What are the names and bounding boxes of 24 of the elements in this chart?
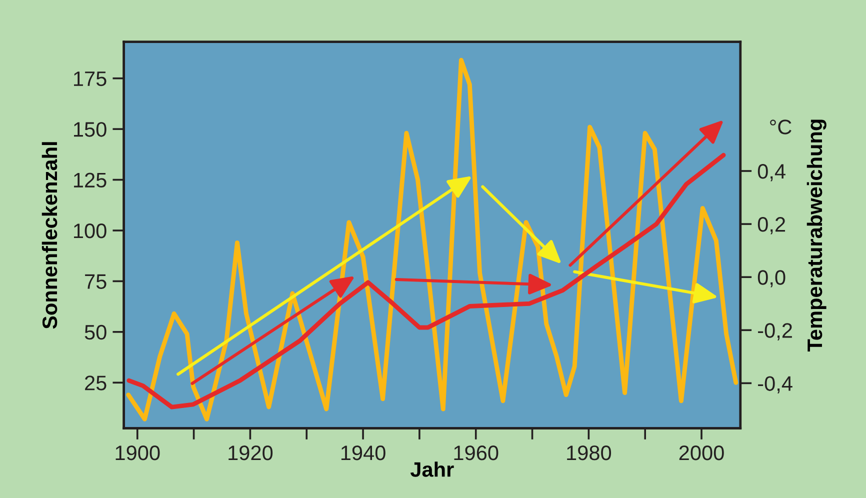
x-tick-label: 1960 — [454, 445, 498, 460]
y2-tick-label: 0,0 — [758, 270, 786, 288]
y2-tick-label: 0,2 — [758, 217, 786, 234]
x-tick-label: 1980 — [567, 445, 612, 460]
text: °C — [770, 120, 792, 134]
x-tick-label: 1900 — [116, 445, 160, 460]
x-tick-label: 2000 — [679, 445, 724, 460]
y2-axis-title: Temperaturabweichung — [806, 120, 826, 352]
y2-tick-label: -0,4 — [758, 376, 792, 394]
y-tick-label: 50 — [84, 324, 106, 340]
y-tick-label: 100 — [74, 223, 106, 238]
x-tick-label: 1920 — [228, 445, 273, 460]
x-axis-title: Jahr — [410, 462, 454, 477]
line-series — [126, 58, 738, 422]
y-axis-title: Sonnenfleckenzahl — [42, 142, 58, 329]
y2-tick-label: 0,4 — [758, 164, 786, 182]
y-tick-label: 75 — [85, 274, 106, 289]
y-tick-label: 25 — [85, 376, 106, 390]
y-tick-label: 150 — [74, 122, 106, 137]
y-tick-label: 175 — [74, 72, 106, 86]
y-tick-label: 125 — [74, 172, 106, 188]
x-tick-label: 1940 — [341, 445, 386, 460]
y2-tick-label: -0,2 — [758, 323, 792, 340]
line-series — [126, 152, 726, 410]
